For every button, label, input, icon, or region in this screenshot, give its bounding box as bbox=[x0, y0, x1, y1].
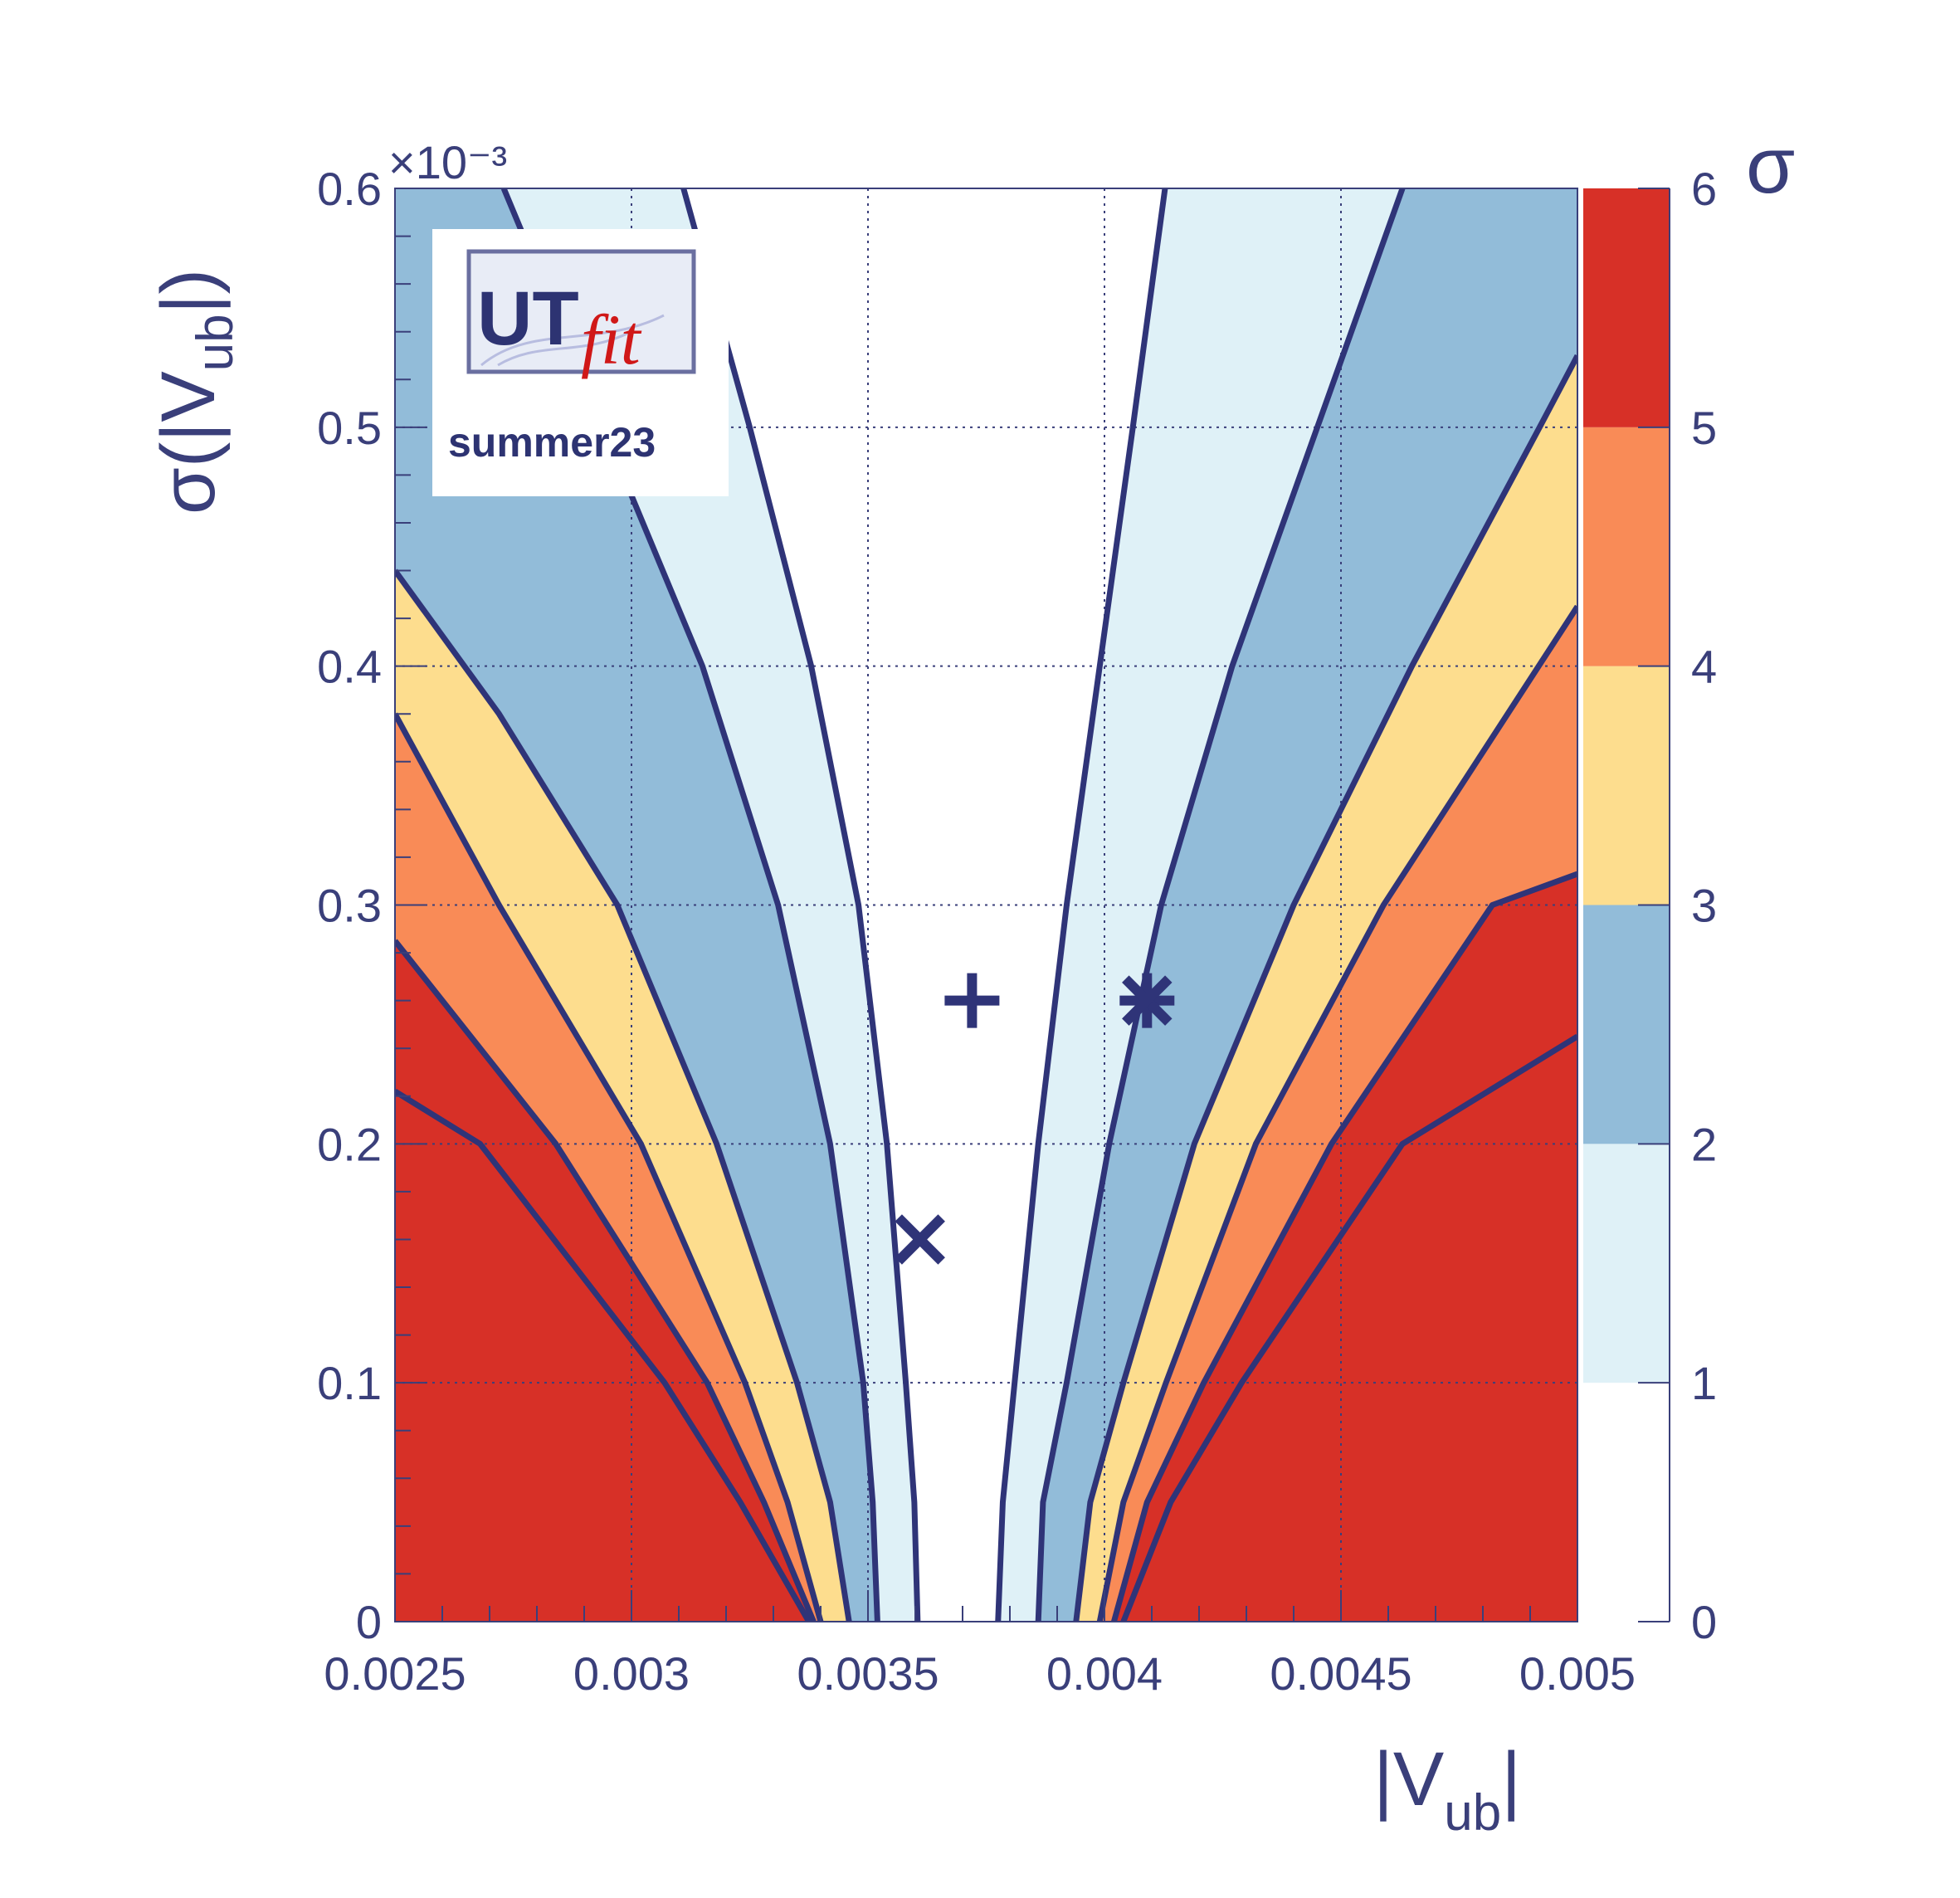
y-axis-title-subscript: ub bbox=[187, 314, 244, 371]
x-axis-title-prefix: |V bbox=[1373, 1737, 1444, 1822]
contour-left-level-5 bbox=[395, 939, 817, 1622]
colorbar-tick-label: 6 bbox=[1691, 163, 1717, 215]
colorbar-band-3 bbox=[1583, 666, 1670, 905]
x-tick-label: 0.0025 bbox=[324, 1647, 466, 1700]
x-tick-label: 0.0035 bbox=[797, 1647, 939, 1700]
band-left-level-6 bbox=[395, 1091, 809, 1622]
y-tick-label: 0.1 bbox=[317, 1357, 382, 1409]
y-tick-label: 0.6 bbox=[317, 163, 382, 215]
colorbar-tick-label: 1 bbox=[1691, 1357, 1717, 1409]
marker-asterisk bbox=[1119, 973, 1175, 1028]
x-axis-title-subscript: ub bbox=[1444, 1784, 1501, 1842]
y-tick-label: 0.2 bbox=[317, 1118, 382, 1170]
confidence-bands bbox=[395, 188, 1577, 1622]
x-axis-title: |Vub| bbox=[1373, 1737, 1521, 1842]
logo-frame bbox=[466, 249, 696, 374]
y-tick-label: 0 bbox=[356, 1596, 382, 1648]
y-multiplier-label: ×10⁻³ bbox=[388, 136, 507, 188]
marker-cross bbox=[895, 1214, 945, 1265]
markers bbox=[895, 973, 1175, 1265]
colorbar-tick-label: 3 bbox=[1691, 880, 1717, 932]
y-axis-title-suffix: |) bbox=[146, 269, 231, 315]
x-tick-label: 0.003 bbox=[573, 1647, 690, 1700]
colorbar-band-5 bbox=[1583, 188, 1670, 427]
y-axis-title-prefix: σ(|V bbox=[146, 371, 231, 515]
y-axis-title: σ(|Vub|) bbox=[146, 269, 244, 515]
logo-swoosh bbox=[480, 314, 665, 367]
y-tick-label: 0.4 bbox=[317, 641, 382, 693]
contour-left-level-4 bbox=[395, 712, 824, 1622]
x-tick-label: 0.0045 bbox=[1270, 1647, 1411, 1700]
contour-right-level-4 bbox=[1096, 604, 1577, 1622]
contour-right-level-3 bbox=[1073, 354, 1577, 1622]
colorbar: 0 1 2 3 4 5 6 bbox=[1583, 163, 1717, 1648]
colorbar-tick-label: 5 bbox=[1691, 402, 1717, 454]
colorbar-band-1 bbox=[1583, 1144, 1670, 1383]
x-axis-title-suffix: | bbox=[1501, 1737, 1521, 1822]
band-right-level-6 bbox=[1123, 1036, 1577, 1622]
logo-brand-main: UT bbox=[477, 276, 579, 361]
y-tick-label: 0.5 bbox=[317, 402, 382, 454]
contour-right-level-1 bbox=[995, 188, 1168, 1622]
contour-right-level-2 bbox=[1035, 188, 1406, 1622]
contour-left-level-3 bbox=[395, 568, 852, 1622]
axes: 0.0025 0.003 0.0035 0.004 0.0045 0.005 0 0.1 0.2… bbox=[317, 163, 1636, 1700]
x-tick-label: 0.005 bbox=[1519, 1647, 1636, 1700]
colorbar-band-2 bbox=[1583, 905, 1670, 1144]
colorbar-tick-label: 4 bbox=[1691, 641, 1717, 693]
contour-lines bbox=[395, 188, 1577, 1622]
marker-plus bbox=[944, 973, 1000, 1028]
y-tick-label: 0.3 bbox=[317, 880, 382, 932]
grid-lines bbox=[395, 188, 1577, 1622]
logo-tag: summer23 bbox=[448, 419, 656, 466]
utfit-logo: UT fit summer23 bbox=[432, 229, 729, 496]
contour-left-level-1 bbox=[680, 188, 921, 1622]
logo-brand-script: fit bbox=[581, 300, 642, 379]
colorbar-tick-label: 2 bbox=[1691, 1118, 1717, 1170]
contour-left-level-6 bbox=[395, 1089, 812, 1622]
colorbar-title: σ bbox=[1746, 121, 1795, 210]
colorbar-band-0 bbox=[1583, 1383, 1670, 1622]
contour-right-level-6 bbox=[1120, 1033, 1577, 1622]
colorbar-band-4 bbox=[1583, 427, 1670, 666]
x-tick-label: 0.004 bbox=[1046, 1647, 1163, 1700]
contour-right-level-5 bbox=[1111, 871, 1577, 1622]
colorbar-tick-label: 0 bbox=[1691, 1596, 1717, 1648]
